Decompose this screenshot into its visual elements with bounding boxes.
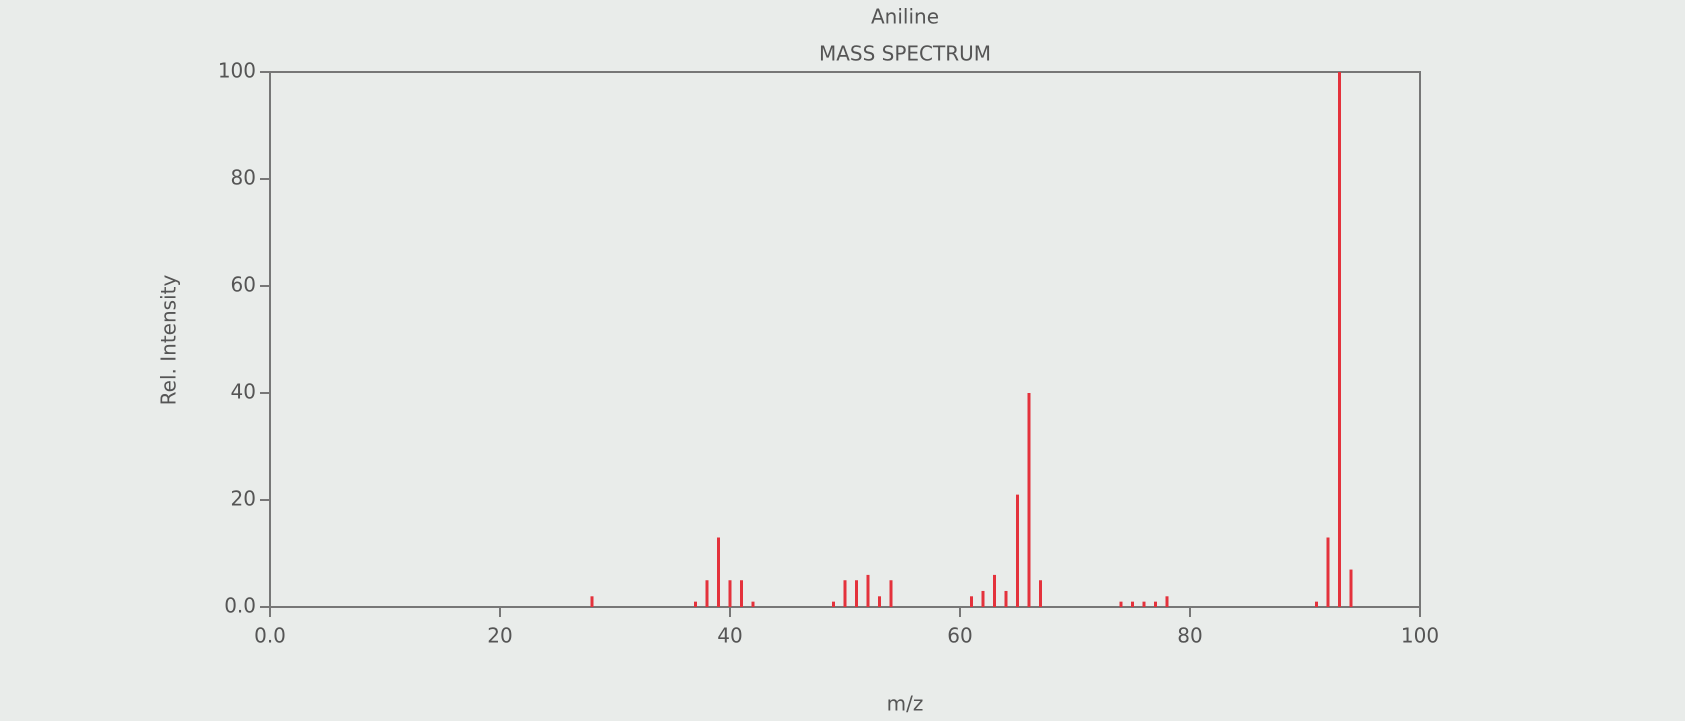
y-axis-label: Rel. Intensity xyxy=(157,275,181,406)
x-tick-label: 100 xyxy=(1401,624,1439,648)
x-tick-label: 0.0 xyxy=(254,624,286,648)
y-tick-label: 100 xyxy=(218,59,256,83)
x-tick-label: 60 xyxy=(947,624,972,648)
y-tick-label: 0.0 xyxy=(224,594,256,618)
y-tick-label: 80 xyxy=(231,166,256,190)
y-tick-label: 40 xyxy=(231,380,256,404)
y-tick-label: 20 xyxy=(231,487,256,511)
x-tick-label: 20 xyxy=(487,624,512,648)
y-tick-label: 60 xyxy=(231,273,256,297)
x-axis-label: m/z xyxy=(887,692,924,716)
chart-title: Aniline xyxy=(871,5,939,29)
x-tick-label: 40 xyxy=(717,624,742,648)
x-tick-label: 80 xyxy=(1177,624,1202,648)
chart-subtitle: MASS SPECTRUM xyxy=(819,42,991,66)
